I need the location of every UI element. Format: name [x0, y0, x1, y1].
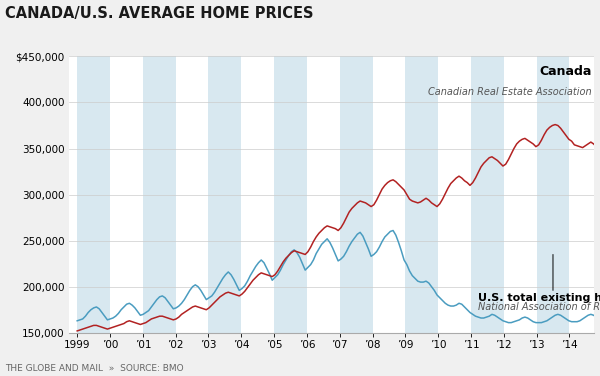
- Text: Canada: Canada: [539, 65, 592, 78]
- Bar: [536, 56, 569, 333]
- Bar: [471, 56, 504, 333]
- Text: CANADA/U.S. AVERAGE HOME PRICES: CANADA/U.S. AVERAGE HOME PRICES: [5, 6, 313, 21]
- Text: THE GLOBE AND MAIL  »  SOURCE: BMO: THE GLOBE AND MAIL » SOURCE: BMO: [5, 364, 184, 373]
- Bar: [274, 56, 307, 333]
- Text: Canadian Real Estate Association: Canadian Real Estate Association: [428, 87, 592, 97]
- Bar: [406, 56, 438, 333]
- Text: U.S. total existing homes: U.S. total existing homes: [478, 293, 600, 303]
- Bar: [77, 56, 110, 333]
- Text: National Association of Realtors: National Association of Realtors: [478, 302, 600, 312]
- Bar: [208, 56, 241, 333]
- Bar: [143, 56, 176, 333]
- Bar: [340, 56, 373, 333]
